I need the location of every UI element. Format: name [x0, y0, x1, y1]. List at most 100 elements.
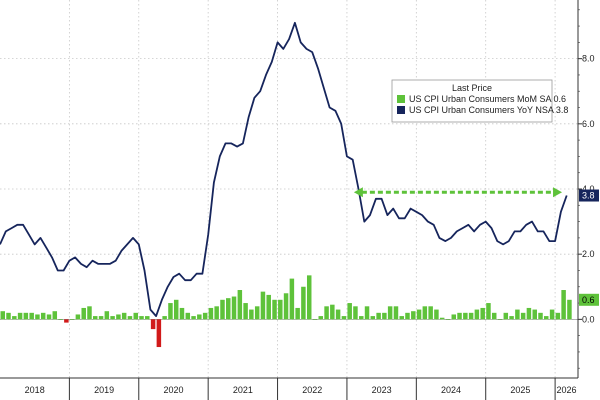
mom-bar [208, 307, 214, 320]
mom-bar [370, 316, 376, 320]
mom-bar [46, 314, 52, 320]
mom-bar [197, 314, 202, 320]
mom-bar [497, 319, 503, 320]
value-tag [579, 189, 599, 202]
mom-bar [237, 290, 243, 320]
mom-bar [353, 306, 358, 320]
mom-bar [52, 311, 58, 320]
value-tag-label: 3.8 [582, 191, 595, 201]
mom-bar [428, 306, 433, 320]
legend-swatch [397, 95, 405, 103]
x-tick-label: 2025 [510, 385, 530, 395]
y-tick-label: 4.0 [582, 184, 595, 194]
mom-bar [23, 312, 29, 320]
mom-bar [544, 316, 549, 320]
mom-bar [249, 309, 254, 320]
mom-bar [168, 303, 173, 320]
arrow-head-left [353, 187, 363, 198]
mom-bar [260, 291, 266, 320]
mom-bar [266, 294, 271, 320]
mom-bar [364, 306, 370, 320]
mom-bar [520, 312, 526, 320]
x-tick-label: 2021 [233, 385, 253, 395]
mom-bar [278, 299, 283, 320]
mom-bar [376, 312, 381, 320]
mom-bar [515, 309, 520, 320]
mom-bar [202, 312, 208, 320]
mom-bar [81, 307, 86, 320]
mom-bar [139, 316, 144, 320]
mom-bar [12, 316, 17, 320]
mom-bar [283, 293, 289, 320]
x-tick-label: 2020 [163, 385, 183, 395]
mom-bar [538, 312, 543, 320]
mom-bar [104, 311, 110, 320]
legend-entry-label: US CPI Urban Consumers YoY NSA 3.8 [409, 105, 568, 115]
mom-bar [491, 312, 497, 320]
mom-bar [416, 309, 422, 320]
mom-bar [289, 278, 295, 320]
mom-bar [451, 314, 457, 320]
mom-bar [162, 316, 167, 320]
mom-bar [434, 309, 439, 320]
x-tick-label: 2018 [25, 385, 45, 395]
mom-bar [387, 306, 393, 320]
mom-bar [347, 303, 352, 320]
mom-bar [399, 316, 404, 320]
mom-bar [92, 316, 98, 320]
mom-bar [532, 309, 537, 320]
mom-bar [110, 316, 115, 320]
mom-bar [468, 312, 474, 320]
mom-bar [231, 296, 237, 320]
mom-bar [445, 319, 451, 320]
dashed-arrow-annotation [353, 187, 563, 198]
x-tick-label: 2019 [94, 385, 114, 395]
mom-bar [226, 298, 231, 320]
mom-bar [156, 319, 162, 348]
mom-bar [567, 299, 572, 320]
mom-bar [145, 316, 150, 320]
mom-bar [98, 316, 104, 320]
mom-bar [439, 317, 445, 320]
mom-bar [6, 312, 11, 320]
mom-bar [324, 306, 329, 320]
mom-bar [330, 304, 335, 320]
mom-bar [526, 307, 532, 320]
mom-bar [121, 312, 127, 320]
legend-box [391, 79, 553, 123]
mom-bar [318, 316, 323, 320]
mom-bar [561, 290, 566, 320]
mom-bar [185, 312, 191, 320]
mom-bar [422, 306, 428, 320]
mom-bar [17, 312, 23, 320]
mom-bar [480, 307, 485, 320]
value-tag-label: 0.6 [582, 295, 595, 305]
mom-bar [312, 319, 318, 320]
y-axis: 0.0 2.0 4.0 6.0 8.0 [577, 0, 595, 378]
legend-entry-label: US CPI Urban Consumers MoM SA 0.6 [409, 94, 566, 104]
x-axis: 2018 2019 2020 2021 2022 2023 2024 2025 2026 [0, 377, 578, 400]
mom-bar [69, 319, 75, 320]
mom-bar [0, 311, 5, 320]
mom-bar [214, 306, 219, 320]
x-tick-label: 2023 [372, 385, 392, 395]
mom-bar [243, 303, 248, 320]
mom-bar [405, 312, 410, 320]
y-tick-label: 0.0 [582, 314, 595, 324]
mom-bar [58, 319, 63, 320]
x-tick-label: 2026 [557, 385, 577, 395]
mom-bar [474, 309, 480, 320]
mom-bar [503, 312, 509, 320]
mom-bar [335, 309, 341, 320]
yoy-line [0, 21, 568, 317]
mom-bar [127, 316, 133, 320]
mom-bar [272, 299, 277, 320]
mom-bars [0, 275, 572, 348]
mom-bar [341, 316, 347, 320]
mom-bar [393, 306, 399, 320]
mom-bar [35, 314, 40, 320]
value-tag [579, 293, 599, 306]
mom-bar [150, 319, 156, 330]
mom-bar [306, 275, 312, 320]
